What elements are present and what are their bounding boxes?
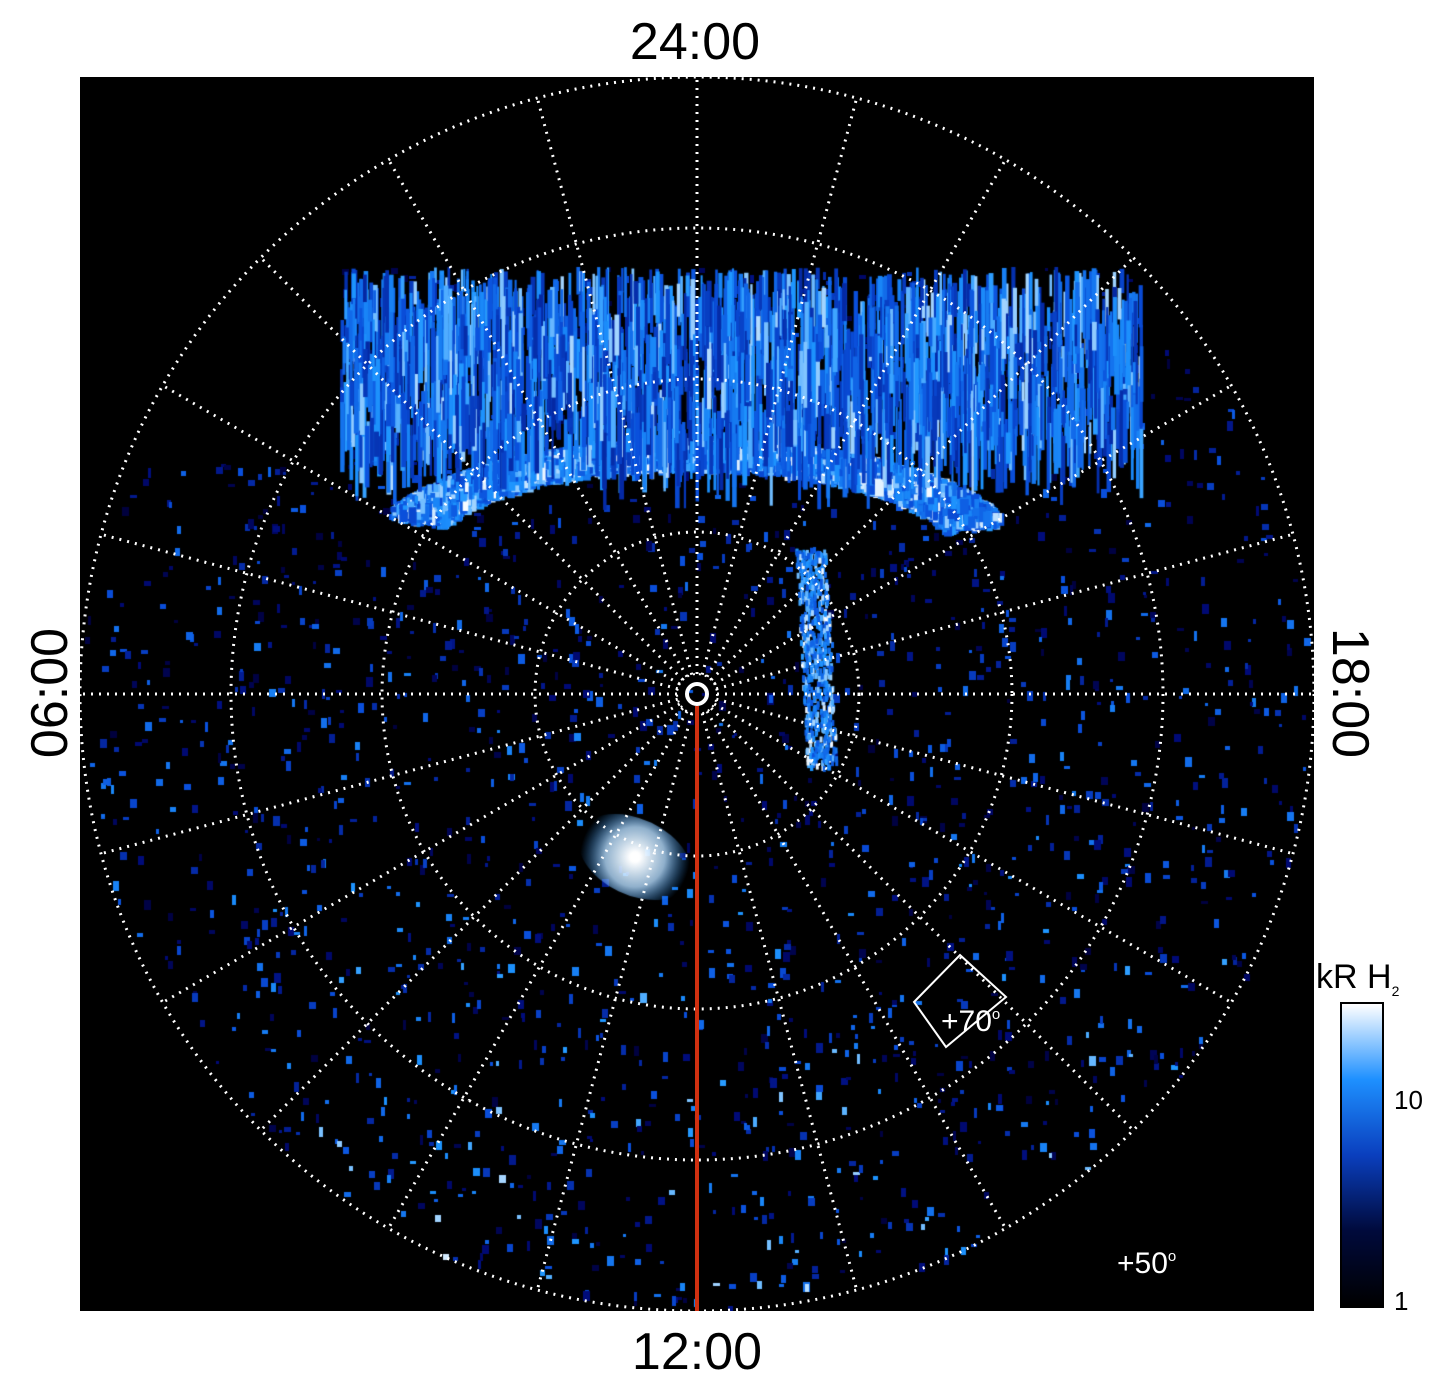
local-time-meridian [710,707,1135,1132]
local-time-meridian [713,384,1233,686]
polar-grid [80,77,1314,1311]
local-time-meridian [161,702,681,1004]
local-time-label-bottom: 12:00 [631,1323,763,1381]
latitude-label-70: +70o [941,1005,1001,1038]
local-time-label-left: 06:00 [21,627,79,759]
local-time-meridian [715,697,1294,856]
local-time-meridian [100,532,679,691]
local-time-meridian [259,707,684,1132]
auroral-polar-projection: +70o +50o [80,77,1314,1311]
latitude-circle [229,226,1165,1162]
local-time-meridian [700,97,859,676]
colorbar [1340,1002,1384,1308]
local-time-meridian [700,712,859,1291]
colorbar-tick-10: 10 [1394,1085,1423,1115]
local-time-meridian [259,256,684,681]
colorbar-tick-1: 1 [1394,1286,1409,1316]
local-time-meridian [710,256,1135,681]
latitude-circle [533,530,861,858]
local-time-meridian [705,158,1007,678]
region-box [912,953,1008,1049]
local-time-meridian [161,384,681,686]
local-time-meridian [535,712,694,1291]
local-time-meridian [100,697,679,856]
local-time-meridian [387,158,689,678]
local-time-meridian [713,702,1233,1004]
colorbar-title: kR H2 [1316,958,1400,999]
local-time-meridian [705,710,1007,1230]
local-time-meridian [535,97,694,676]
local-time-meridian [387,710,689,1230]
latitude-circle [380,377,1014,1011]
pole-marker [685,682,709,706]
latitude-label-50: +50o [1117,1247,1177,1280]
local-time-label-top: 24:00 [629,13,761,71]
local-time-meridian [715,532,1294,691]
local-time-label-right: 18:00 [1321,627,1379,759]
